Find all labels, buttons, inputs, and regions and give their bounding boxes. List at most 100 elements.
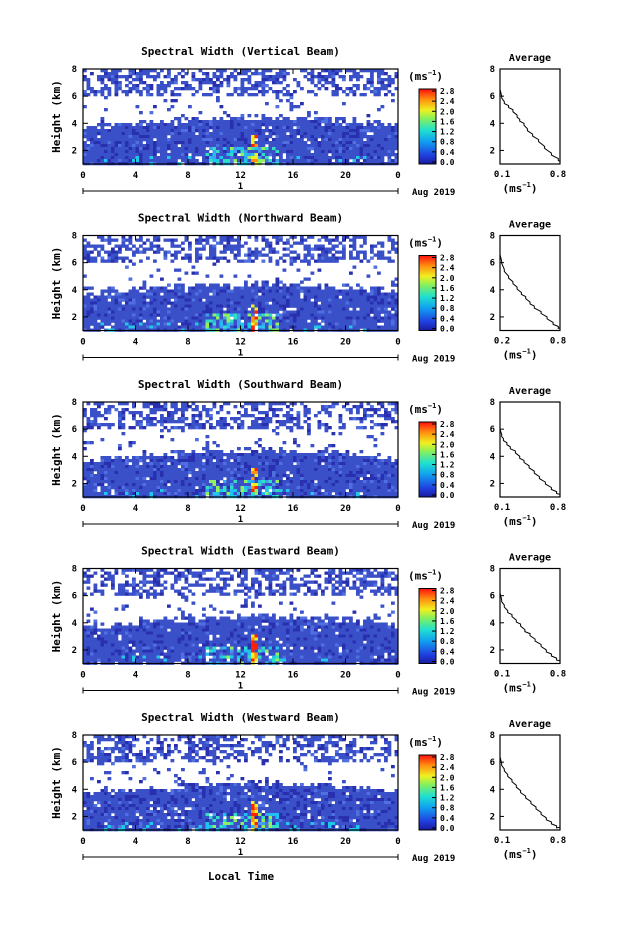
colorbar-tick-label: 2.8 bbox=[440, 420, 455, 429]
colorbar-tick-label: 2.4 bbox=[440, 597, 455, 606]
average-y-tick-label: 6 bbox=[490, 592, 495, 602]
average-y-tick-label: 4 bbox=[490, 286, 496, 296]
y-tick-label: 8 bbox=[72, 65, 77, 75]
x-tick-label: 20 bbox=[340, 504, 351, 514]
heatmap-field bbox=[83, 402, 399, 499]
panel-0: Spectral Width (Vertical Beam)0 4 8 12 16 20 0… bbox=[50, 45, 566, 198]
colorbar-unit-exp: −1 bbox=[428, 236, 436, 244]
x-tick-label: 12 bbox=[235, 504, 246, 514]
heatmap-field bbox=[83, 568, 399, 665]
y-tick-label: 2 bbox=[72, 146, 77, 156]
average-x-label: (ms−1) bbox=[503, 514, 538, 528]
y-tick-label: 8 bbox=[72, 232, 77, 242]
average-x-label-close: ) bbox=[531, 182, 538, 195]
average-x-label-exp: −1 bbox=[522, 514, 530, 522]
colorbar-tick-label: 2.8 bbox=[440, 254, 455, 263]
panel-1: Spectral Width (Northward Beam)0 4 8 12 16 20… bbox=[50, 212, 566, 365]
average-x-label-exp: −1 bbox=[522, 348, 530, 356]
colorbar-tick-label: 1.2 bbox=[440, 294, 455, 303]
average-x-label: (ms−1) bbox=[503, 681, 538, 695]
x-tick-label: 0 bbox=[80, 671, 85, 681]
colorbar-tick-label: 2.0 bbox=[440, 607, 455, 616]
average-title: Average bbox=[509, 719, 551, 730]
colorbar-tick-label: 0.4 bbox=[440, 647, 455, 656]
average-y-tick-label: 8 bbox=[490, 398, 495, 408]
panel-3: Spectral Width (Eastward Beam)0 4 8 12 16 20 0… bbox=[50, 545, 566, 698]
heatmap-field bbox=[83, 735, 399, 832]
x-tick-label: 12 bbox=[235, 338, 246, 348]
colorbar-tick-label: 2.8 bbox=[440, 587, 455, 596]
colorbar bbox=[418, 88, 437, 165]
x-tick-label: 0 bbox=[80, 504, 85, 514]
y-axis-label: Height (km) bbox=[50, 580, 63, 653]
average-frame bbox=[499, 401, 561, 498]
average-x-tick-label: 0.1 bbox=[494, 170, 510, 180]
x-tick-label: 8 bbox=[185, 837, 190, 847]
y-tick-label: 8 bbox=[72, 565, 77, 575]
average-frame bbox=[499, 734, 561, 831]
average-y-tick-label: 8 bbox=[490, 565, 495, 575]
y-tick-label: 4 bbox=[72, 119, 78, 129]
colorbar-tick-label: 0.4 bbox=[440, 481, 455, 490]
y-tick-label: 6 bbox=[72, 259, 77, 269]
colorbar-unit: (ms−1) bbox=[408, 402, 443, 416]
average-x-label-exp: −1 bbox=[522, 181, 530, 189]
panel-title: Spectral Width (Southward Beam) bbox=[138, 378, 343, 391]
average-y-tick-label: 2 bbox=[490, 146, 495, 156]
day-label: 1 bbox=[238, 515, 243, 525]
colorbar-tick-label: 0.4 bbox=[440, 814, 455, 823]
average-line bbox=[499, 756, 561, 830]
colorbar-tick-label: 0.8 bbox=[440, 138, 455, 147]
x-tick-label: 4 bbox=[133, 171, 139, 181]
average-x-tick-label: 0.1 bbox=[494, 670, 510, 680]
average-x-label-close: ) bbox=[531, 349, 538, 362]
average-x-label-close: ) bbox=[531, 515, 538, 528]
x-tick-label: 0 bbox=[80, 338, 85, 348]
average-x-label-close: ) bbox=[531, 682, 538, 695]
y-tick-label: 6 bbox=[72, 592, 77, 602]
average-x-tick-label: 0.1 bbox=[494, 503, 510, 513]
colorbar-unit-exp: −1 bbox=[428, 402, 436, 410]
average-x-tick-label: 0.8 bbox=[550, 337, 566, 347]
average-x-label-exp: −1 bbox=[522, 681, 530, 689]
average-y-tick-label: 4 bbox=[490, 119, 496, 129]
date-label: Aug 2019 bbox=[412, 854, 455, 864]
x-tick-label: 16 bbox=[288, 504, 299, 514]
average-y-tick-label: 2 bbox=[490, 479, 495, 489]
average-x-tick-label: 0.2 bbox=[494, 337, 510, 347]
colorbar-tick-label: 1.6 bbox=[440, 284, 455, 293]
colorbar-tick-label: 0.0 bbox=[440, 658, 455, 667]
x-tick-label: 4 bbox=[133, 837, 139, 847]
colorbar-tick-label: 1.6 bbox=[440, 783, 455, 792]
x-tick-label: 0 bbox=[395, 171, 400, 181]
average-line bbox=[499, 89, 561, 164]
y-tick-label: 6 bbox=[72, 92, 77, 102]
colorbar-tick-label: 2.4 bbox=[440, 763, 455, 772]
y-axis-label: Height (km) bbox=[50, 80, 63, 153]
x-tick-label: 16 bbox=[288, 171, 299, 181]
average-title: Average bbox=[509, 386, 551, 397]
colorbar-tick-label: 0.0 bbox=[440, 491, 455, 500]
y-tick-label: 6 bbox=[72, 425, 77, 435]
panel-title: Spectral Width (Westward Beam) bbox=[141, 711, 340, 724]
colorbar-tick-label: 1.2 bbox=[440, 794, 455, 803]
average-x-tick-label: 0.8 bbox=[550, 170, 566, 180]
average-frame bbox=[499, 234, 561, 332]
date-label: Aug 2019 bbox=[412, 521, 455, 531]
day-label: 1 bbox=[238, 349, 243, 359]
x-tick-label: 20 bbox=[340, 671, 351, 681]
x-tick-label: 4 bbox=[133, 504, 139, 514]
x-tick-label: 8 bbox=[185, 671, 190, 681]
x-tick-label: 0 bbox=[395, 837, 400, 847]
x-tick-label: 0 bbox=[80, 837, 85, 847]
y-tick-label: 8 bbox=[72, 731, 77, 741]
colorbar-unit: (ms−1) bbox=[408, 735, 443, 749]
y-tick-label: 4 bbox=[72, 619, 78, 629]
colorbar-tick-label: 2.4 bbox=[440, 97, 455, 106]
heatmap-field bbox=[83, 235, 399, 332]
colorbar-tick-label: 1.6 bbox=[440, 617, 455, 626]
colorbar-unit-close: ) bbox=[436, 403, 443, 416]
y-axis-label: Height (km) bbox=[50, 247, 63, 320]
average-y-tick-label: 6 bbox=[490, 92, 495, 102]
